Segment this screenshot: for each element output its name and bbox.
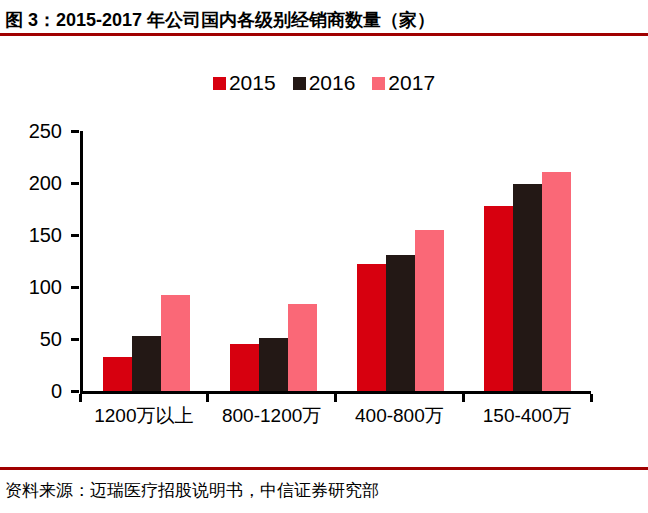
bar-2017-150-400万 — [542, 172, 571, 391]
y-tick-label-0: 0 — [8, 380, 62, 402]
bar-2016-1200万以上 — [132, 336, 161, 391]
legend-swatch-2017 — [372, 77, 385, 90]
x-axis-labels: 1200万以上800-1200万400-800万150-400万 — [80, 403, 591, 429]
y-tick-0 — [71, 390, 79, 393]
legend-swatch-2015 — [213, 77, 226, 90]
y-tick-label-100: 100 — [8, 276, 62, 298]
y-tick-50 — [71, 338, 79, 341]
bar-2016-400-800万 — [386, 255, 415, 391]
bar-2016-800-1200万 — [259, 338, 288, 391]
x-category-label-400-800万: 400-800万 — [336, 403, 464, 429]
plot-area — [80, 131, 591, 394]
y-tick-200 — [71, 182, 79, 185]
bar-group-150-400万 — [464, 131, 591, 391]
y-tick-250 — [71, 130, 79, 133]
y-tick-100 — [71, 286, 79, 289]
bar-2017-1200万以上 — [161, 295, 190, 391]
x-tick-3 — [462, 394, 465, 402]
legend-item-2016: 2016 — [293, 71, 356, 95]
legend-label-2015: 2015 — [229, 71, 276, 95]
source-text: 资料来源：迈瑞医疗招股说明书，中信证券研究部 — [5, 479, 645, 502]
title-underline — [0, 33, 648, 36]
bar-2016-150-400万 — [513, 184, 542, 391]
x-category-label-800-1200万: 800-1200万 — [208, 403, 336, 429]
legend: 2015 2016 2017 — [0, 71, 648, 95]
x-tick-4 — [590, 394, 593, 402]
bar-2015-400-800万 — [357, 264, 386, 391]
legend-item-2015: 2015 — [213, 71, 276, 95]
bar-2015-150-400万 — [484, 206, 513, 391]
legend-swatch-2016 — [293, 77, 306, 90]
bar-group-1200万以上 — [83, 131, 210, 391]
bar-group-800-1200万 — [210, 131, 337, 391]
figure-title: 图 3：2015-2017 年公司国内各级别经销商数量（家） — [5, 8, 645, 32]
x-tick-1 — [206, 394, 209, 402]
y-tick-label-150: 150 — [8, 224, 62, 246]
x-tick-2 — [334, 394, 337, 402]
bar-group-400-800万 — [337, 131, 464, 391]
y-tick-150 — [71, 234, 79, 237]
figure-container: 图 3：2015-2017 年公司国内各级别经销商数量（家） 201520162… — [0, 0, 648, 513]
bar-2017-800-1200万 — [288, 304, 317, 391]
y-tick-label-50: 50 — [8, 328, 62, 350]
legend-label-2016: 2016 — [309, 71, 356, 95]
bar-2017-400-800万 — [415, 230, 444, 391]
x-tick-0 — [79, 394, 82, 402]
bar-2015-1200万以上 — [103, 357, 132, 391]
y-tick-label-200: 200 — [8, 172, 62, 194]
footer-rule — [0, 467, 648, 470]
x-category-label-150-400万: 150-400万 — [463, 403, 591, 429]
legend-label-2017: 2017 — [388, 71, 435, 95]
bar-2015-800-1200万 — [230, 344, 259, 391]
legend-item-2017: 2017 — [372, 71, 435, 95]
y-tick-label-250: 250 — [8, 120, 62, 142]
x-category-label-1200万以上: 1200万以上 — [80, 403, 208, 429]
